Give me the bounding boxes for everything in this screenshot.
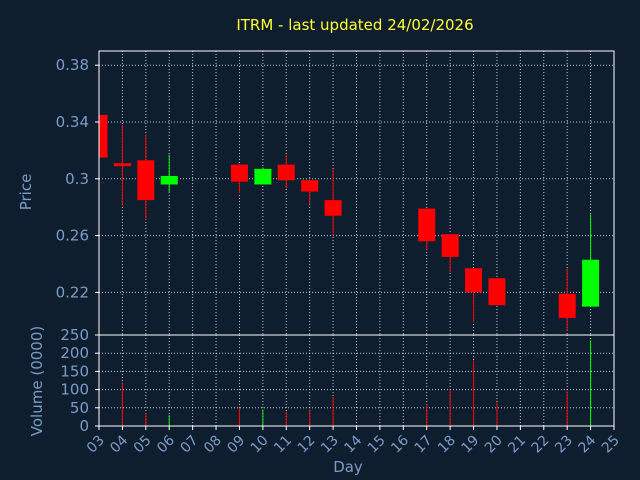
volume-axis-label: Volume (0000) — [28, 326, 46, 436]
price-tick-label: 0.3 — [65, 170, 89, 188]
candle-body — [137, 160, 155, 201]
volume-tick-label: 100 — [60, 381, 89, 399]
price-grid — [99, 51, 614, 335]
candle-body — [99, 114, 108, 158]
candle-body — [301, 180, 319, 192]
x-tick-label: 15 — [365, 433, 389, 457]
chart-title: ITRM - last updated 24/02/2026 — [236, 16, 473, 34]
x-tick-label: 22 — [529, 433, 553, 457]
x-tick-label: 13 — [318, 433, 342, 457]
price-tick-label: 0.34 — [56, 113, 89, 131]
x-tick-label: 10 — [248, 433, 272, 457]
price-tick-label: 0.38 — [56, 56, 89, 74]
price-tick-label: 0.26 — [56, 227, 89, 245]
candle-body — [441, 234, 459, 257]
x-tick-label: 16 — [388, 432, 412, 456]
candle-body — [230, 164, 248, 182]
x-ticks: 03 04 05 06 07 08 09 10 11 12 13 14 15 16 17 18 19 20 21 22… — [84, 426, 623, 456]
candle-body — [113, 163, 131, 167]
x-tick-label: 14 — [341, 432, 365, 456]
candle-body — [277, 164, 295, 181]
volume-grid — [99, 335, 614, 426]
candle-body — [254, 168, 272, 185]
candle-body — [324, 200, 342, 216]
x-tick-label: 20 — [482, 433, 506, 457]
volume-tick-label: 250 — [60, 326, 89, 344]
candlesticks — [98, 114, 600, 331]
x-tick-label: 23 — [552, 433, 576, 457]
x-tick-label: 21 — [505, 433, 529, 457]
candle-body — [418, 208, 436, 242]
x-tick-label: 25 — [599, 433, 623, 457]
volume-panel-frame — [98, 334, 615, 427]
candle-body — [488, 278, 506, 306]
volume-tick-label: 50 — [70, 399, 89, 417]
x-tick-label: 11 — [271, 433, 295, 457]
volume-tick-label: 0 — [79, 417, 89, 435]
x-tick-label: 17 — [412, 433, 436, 457]
volume-tick-label: 150 — [60, 362, 89, 380]
price-tick-label: 0.22 — [56, 283, 89, 301]
x-tick-label: 08 — [201, 433, 225, 457]
x-tick-label: 07 — [178, 433, 202, 457]
volume-bars — [121, 340, 592, 426]
volume-tick-label: 200 — [60, 344, 89, 362]
x-tick-label: 06 — [154, 432, 178, 456]
x-tick-label: 12 — [295, 433, 319, 457]
candle-body — [582, 259, 600, 307]
price-y-ticks: 0.38 0.34 0.3 0.26 0.22 — [56, 56, 99, 301]
x-tick-label: 05 — [131, 433, 155, 457]
x-tick-label: 04 — [107, 432, 131, 456]
x-tick-label: 18 — [435, 433, 459, 457]
x-tick-label: 09 — [224, 433, 248, 457]
price-axis-label: Price — [17, 174, 35, 211]
candle-body — [558, 293, 576, 318]
candle-body — [160, 175, 178, 185]
x-tick-label: 03 — [84, 433, 108, 457]
x-tick-label: 24 — [575, 432, 599, 456]
x-axis-label: Day — [333, 458, 363, 476]
x-tick-label: 19 — [458, 433, 482, 457]
candle-body — [465, 268, 483, 293]
panel-frames — [98, 50, 615, 427]
